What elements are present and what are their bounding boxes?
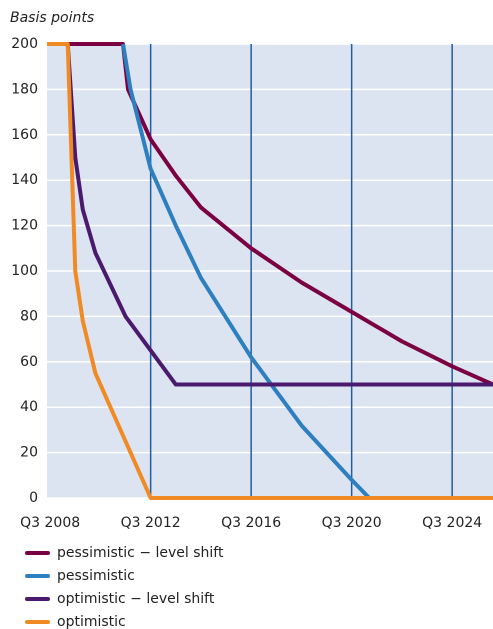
y-tick-label: 60 (20, 354, 38, 370)
y-tick-label: 20 (20, 445, 38, 461)
y-tick-label: 100 (11, 263, 38, 279)
x-tick-label: Q3 2012 (121, 515, 181, 531)
legend-label: optimistic − level shift (57, 591, 215, 607)
series-line (121, 43, 493, 500)
x-tick-label: Q3 2008 (20, 515, 80, 531)
x-tick-label: Q3 2020 (322, 515, 382, 531)
grid (47, 43, 493, 499)
y-tick-label: 200 (11, 36, 38, 52)
legend: pessimistic − level shift pessimistic opti… (25, 545, 224, 629)
y-axis-label: Basis points (10, 10, 94, 26)
series-line (47, 42, 493, 500)
legend-label: pessimistic (57, 568, 135, 584)
legend-label: pessimistic − level shift (57, 545, 224, 561)
lines (47, 42, 493, 500)
y-tick-label: 40 (20, 399, 38, 415)
y-tick-label: 120 (11, 218, 38, 234)
y-tick-label: 160 (11, 127, 38, 143)
x-tick-label: Q3 2016 (221, 515, 281, 531)
y-tick-label: 0 (29, 490, 38, 506)
x-tick-label: Q3 2024 (422, 515, 482, 531)
series-line (47, 42, 493, 387)
legend-label: optimistic (57, 614, 126, 629)
y-tick-label: 180 (11, 81, 38, 97)
y-tick-label: 140 (11, 172, 38, 188)
y-tick-label: 80 (20, 308, 38, 324)
